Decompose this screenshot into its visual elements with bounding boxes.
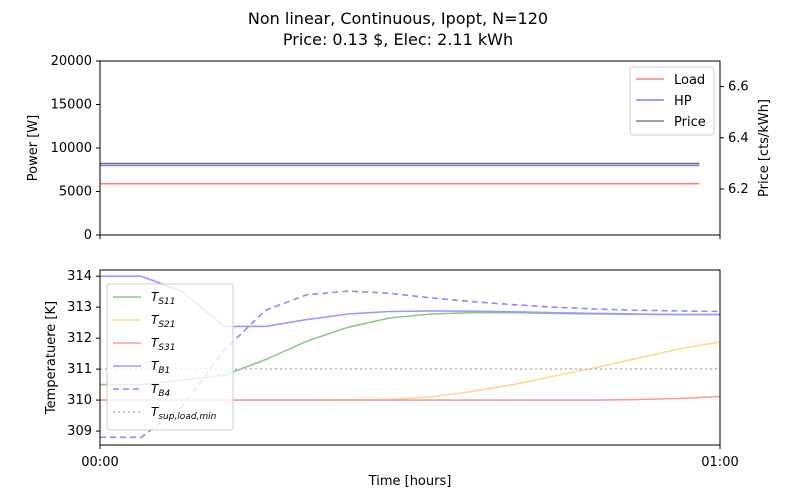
figure-title-line1: Non linear, Continuous, Ipopt, N=120: [248, 9, 548, 28]
y-tick-label: 5000: [59, 185, 92, 200]
y-axis-label: Power [W]: [26, 115, 41, 181]
power-price-chart: 0 5000 10000 15000 20000 6.2 6.4 6.6 Power [W] Pr…: [26, 54, 772, 243]
x-tick-label: 01:00: [701, 455, 738, 470]
legend: TS11 TS21 TS31 TB1 TB4 Tsup,load,min: [106, 283, 234, 431]
x-axis-label: Time [hours]: [368, 474, 452, 489]
series-line-t-b4: [100, 290, 720, 439]
legend-label: TS21: [151, 313, 176, 330]
y-tick-label: 311: [67, 362, 92, 377]
legend-label: Tsup,load,min: [151, 405, 217, 422]
legend-label: Price: [674, 115, 706, 130]
y-tick-label: 0: [84, 228, 92, 243]
series-group: [100, 275, 720, 439]
y-tick-label: 15000: [51, 98, 92, 113]
legend: Load HP Price: [629, 66, 715, 136]
plot-frame: [99, 269, 721, 446]
y-tick-label: 309: [67, 424, 92, 439]
y-right-tick-label: 6.4: [728, 131, 749, 146]
y-right-axis-label: Price [cts/kWh]: [757, 99, 772, 197]
legend-label: Load: [674, 73, 705, 88]
legend-label: TB4: [151, 382, 171, 399]
y-tick-label: 314: [67, 269, 92, 284]
plot-frame: [99, 60, 721, 236]
legend-label: TS11: [151, 290, 176, 307]
y-tick-label: 20000: [51, 54, 92, 69]
y-right-tick-label: 6.2: [728, 182, 749, 197]
series-line-t-s31: [100, 395, 720, 401]
y-right-tick-label: 6.6: [728, 80, 749, 95]
y-tick-label: 312: [67, 331, 92, 346]
temperature-chart: 309 310 311 312 313 314 00:00 01:00 Time [hours]…: [44, 269, 739, 489]
legend-label: TS31: [151, 336, 176, 353]
legend-label: HP: [674, 94, 692, 109]
legend-label: TB1: [151, 359, 170, 376]
figure-title-line2: Price: 0.13 $, Elec: 2.11 kWh: [283, 30, 513, 49]
legend-box: [629, 66, 715, 136]
y-tick-label: 10000: [51, 141, 92, 156]
x-tick-label: 00:00: [81, 455, 118, 470]
y-axis-label: Temperatuere [K]: [44, 301, 59, 415]
y-tick-label: 310: [67, 393, 92, 408]
y-tick-label: 313: [67, 300, 92, 315]
